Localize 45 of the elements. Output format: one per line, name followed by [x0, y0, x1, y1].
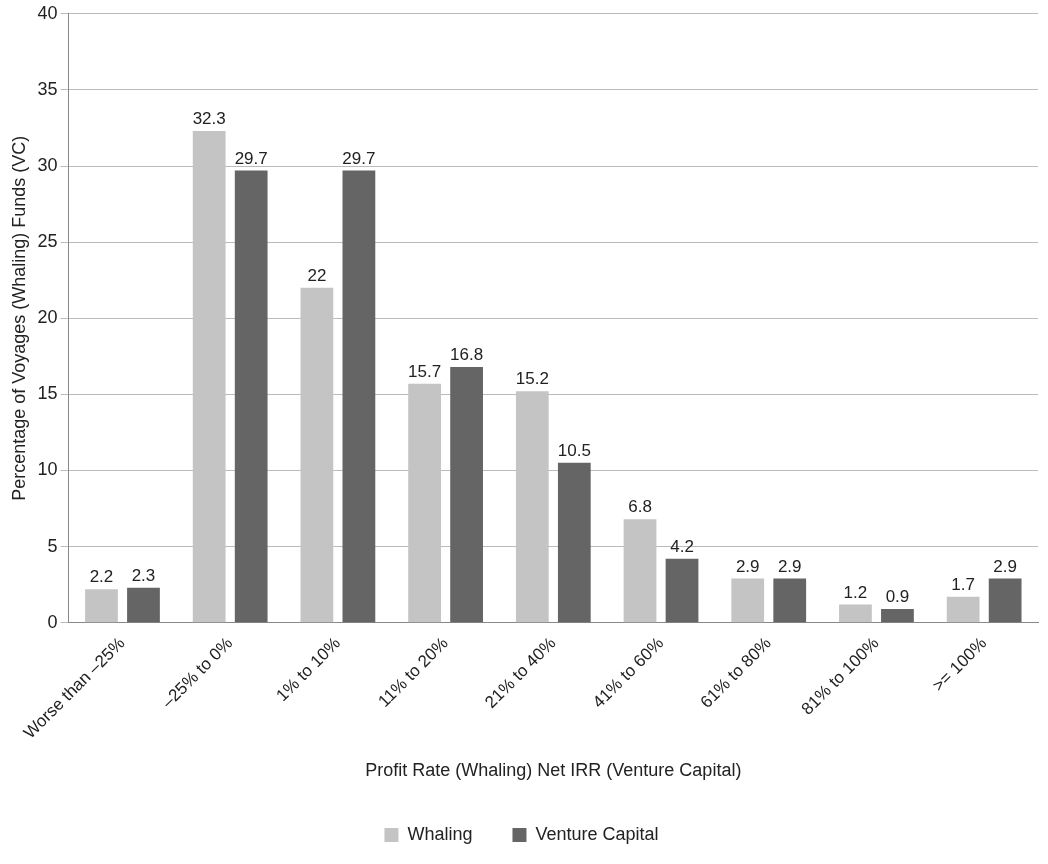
- data-label: 29.7: [234, 148, 268, 168]
- bar: [234, 170, 268, 623]
- y-tick-label: 30: [37, 154, 58, 175]
- data-label: 15.7: [408, 361, 442, 381]
- y-tick-label: 20: [37, 307, 58, 328]
- bar: [557, 462, 591, 623]
- data-label: 2.2: [89, 567, 114, 587]
- data-label: 29.7: [342, 148, 376, 168]
- bar: [342, 170, 376, 623]
- data-label: 15.2: [515, 369, 549, 389]
- x-tick-label: 41% to 60%: [588, 633, 668, 712]
- y-tick-label: 35: [37, 78, 58, 99]
- bar: [773, 578, 807, 623]
- y-tick-label: 40: [37, 2, 58, 23]
- x-axis-title: Profit Rate (Whaling) Net IRR (Venture Capital): [365, 760, 742, 781]
- legend-label: Venture Capital: [535, 823, 659, 844]
- data-label: 0.9: [885, 587, 910, 607]
- data-label: 32.3: [192, 109, 226, 129]
- bar: [85, 589, 118, 623]
- data-label: 10.5: [557, 441, 591, 461]
- legend-label: Whaling: [407, 823, 473, 844]
- bar: [450, 366, 483, 623]
- y-axis-title: Percentage of Voyages (Whaling) Funds (VC): [8, 135, 29, 501]
- data-label: 1.2: [843, 582, 868, 602]
- data-label: 2.9: [777, 556, 802, 576]
- bar: [946, 596, 980, 623]
- bar: [881, 608, 914, 623]
- data-label: 22: [307, 265, 327, 285]
- data-label: 2.9: [735, 556, 760, 576]
- data-label: 16.8: [450, 345, 484, 365]
- bar: [731, 578, 765, 623]
- bar: [839, 604, 872, 623]
- y-tick-label: 25: [37, 231, 58, 252]
- data-label: 1.7: [951, 574, 975, 594]
- y-tick-label: 10: [37, 459, 58, 480]
- y-tick-label: 0: [47, 611, 58, 632]
- data-label: 4.2: [670, 536, 694, 556]
- bar: [127, 587, 160, 623]
- bar: [665, 558, 699, 623]
- y-tick-label: 15: [37, 383, 58, 404]
- bar: [988, 578, 1022, 623]
- data-label: 6.8: [628, 497, 652, 517]
- data-label: 2.9: [993, 556, 1017, 576]
- data-label: 2.3: [131, 565, 156, 585]
- y-tick-label: 5: [47, 535, 58, 556]
